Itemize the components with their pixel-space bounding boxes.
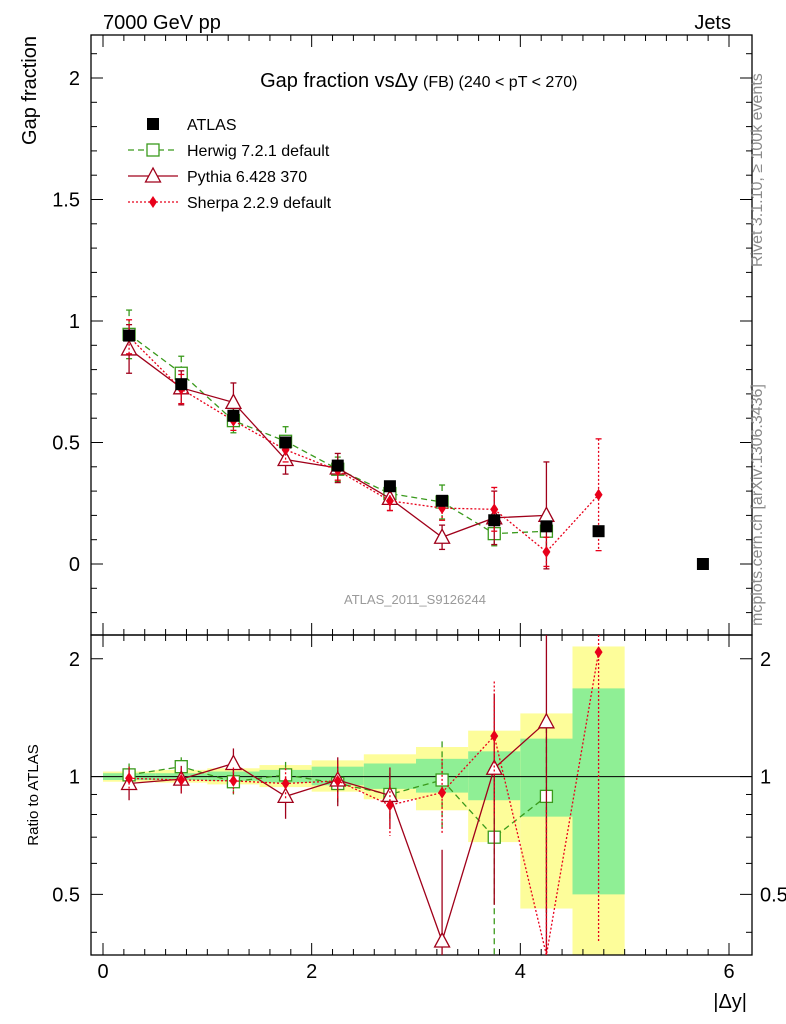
- mcplots-label: mcplots.cern.ch [arXiv:1306.3436]: [749, 384, 766, 626]
- ratio-y-tick-label-right: 1: [760, 767, 771, 789]
- axis-ticks: [91, 35, 752, 955]
- series-herwig: [122, 309, 554, 955]
- ratio-point: [281, 777, 290, 790]
- chart-subtitle: (FB) (240 < pT < 270): [423, 74, 577, 91]
- legend-marker: [149, 196, 157, 208]
- legend-marker: [146, 143, 160, 157]
- ratio-point: [177, 773, 186, 786]
- y-tick-label: 1: [69, 311, 80, 333]
- data-point: [433, 527, 451, 544]
- data-point: [227, 409, 240, 422]
- ratio-point: [433, 931, 451, 948]
- header-left: 7000 GeV pp: [103, 12, 221, 34]
- x-tick-label: 6: [723, 961, 734, 983]
- ratio-y-axis-label: Ratio to ATLAS: [25, 744, 42, 845]
- series-atlas: [123, 329, 709, 570]
- rivet-label: Rivet 3.1.10, ≥ 100k events: [749, 73, 766, 267]
- data-point: [331, 459, 344, 472]
- data-point: [175, 378, 188, 391]
- ratio-line: [129, 651, 600, 956]
- x-tick-label: 4: [515, 961, 526, 983]
- ratio-point: [333, 774, 342, 787]
- data-point: [594, 488, 603, 501]
- legend: ATLAS Herwig 7.2.1 default Pythia 6.428 37…: [128, 117, 332, 212]
- data-point: [123, 329, 136, 342]
- ratio-y-tick-label: 0.5: [52, 884, 80, 906]
- data-point: [383, 480, 396, 493]
- axis-tick-labels: 0 2 4 6 0 0.5 1 1.5 2 0.5 0.5 1 1 2 2: [52, 68, 786, 983]
- series-line: [128, 333, 547, 535]
- data-point: [540, 520, 553, 533]
- ratio-point: [276, 786, 295, 804]
- y-axis-label: Gap fraction: [19, 36, 41, 145]
- ratio-point: [438, 786, 447, 799]
- data-point: [490, 503, 499, 516]
- ratio-y-tick-label: 2: [69, 649, 80, 671]
- legend-label: ATLAS: [187, 117, 237, 134]
- legend-marker: [147, 118, 159, 130]
- ratio-point: [490, 729, 499, 742]
- analysis-label: ATLAS_2011_S9126244: [344, 592, 486, 607]
- ratio-point: [385, 799, 394, 812]
- ratio-y-tick-label: 1: [69, 767, 80, 789]
- data-point: [537, 506, 556, 523]
- series-line: [128, 336, 600, 553]
- data-point: [385, 494, 394, 507]
- legend-marker: [144, 166, 162, 183]
- chart-title: Gap fraction vsΔy: [260, 70, 418, 92]
- y-tick-label: 2: [69, 68, 80, 90]
- data-point: [542, 545, 551, 558]
- data-series: [120, 309, 709, 956]
- ratio-y-tick-label-right: 0.5: [760, 884, 786, 906]
- data-point: [224, 393, 243, 410]
- data-point: [696, 558, 709, 570]
- x-tick-label: 0: [97, 961, 108, 983]
- legend-label: Sherpa 2.2.9 default: [187, 195, 332, 212]
- y-tick-label: 1.5: [52, 190, 80, 212]
- x-tick-label: 2: [306, 961, 317, 983]
- y-tick-label: 0: [69, 554, 80, 576]
- data-point: [279, 436, 292, 449]
- legend-label: Herwig 7.2.1 default: [187, 143, 330, 160]
- data-point: [436, 494, 449, 507]
- header-right: Jets: [694, 12, 731, 34]
- legend-label: Pythia 6.428 370: [187, 169, 307, 186]
- ratio-plot-frame: [90, 634, 753, 956]
- y-tick-label: 0.5: [52, 433, 80, 455]
- data-point: [592, 525, 605, 538]
- data-point: [488, 514, 501, 527]
- ratio-point: [224, 754, 243, 771]
- ratio-y-tick-label-right: 2: [760, 649, 771, 671]
- ratio-point: [229, 774, 238, 787]
- ratio-point: [537, 712, 556, 729]
- ratio-point: [594, 646, 603, 659]
- ratio-point: [125, 772, 134, 785]
- x-axis-label: |Δy|: [713, 991, 747, 1013]
